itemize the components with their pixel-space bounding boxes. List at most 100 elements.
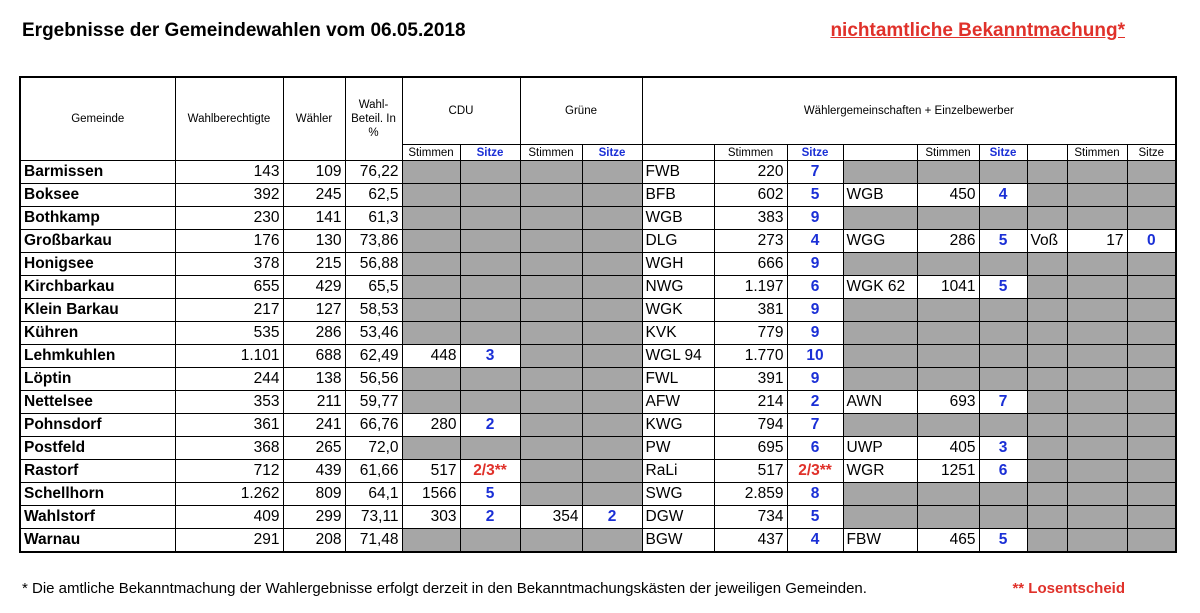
wg3-name-cell xyxy=(1026,482,1068,506)
wg3-stimmen-cell xyxy=(1066,505,1128,529)
table-row: Warnau 291 208 71,48 BGW 437 4 FBW 465 5 xyxy=(19,528,1177,553)
beteiligung-cell: 65,5 xyxy=(344,275,403,299)
wg1-stimmen-cell: 602 xyxy=(713,183,788,207)
wg3-sitze-cell: 0 xyxy=(1126,229,1177,253)
table-row: Wahlstorf 409 299 73,11 303 2 354 2 DGW 734 5 xyxy=(19,505,1177,529)
cdu-sitze-cell: 5 xyxy=(459,482,521,506)
gruene-stimmen-cell xyxy=(519,367,583,391)
gruene-stimmen-cell xyxy=(519,344,583,368)
wg1-sitze-cell: 2/3** xyxy=(786,459,844,483)
wg2-sitze-cell xyxy=(978,160,1028,184)
waehler-cell: 130 xyxy=(282,229,346,253)
wg1-sitze-cell: 4 xyxy=(786,229,844,253)
wg2-stimmen-cell xyxy=(916,367,980,391)
wg2-name-cell xyxy=(842,160,918,184)
wahlberechtigte-cell: 1.262 xyxy=(174,482,284,506)
wahlberechtigte-cell: 361 xyxy=(174,413,284,437)
wg3-sitze-cell xyxy=(1126,459,1177,483)
table-row: Postfeld 368 265 72,0 PW 695 6 UWP 405 3 xyxy=(19,436,1177,460)
waehler-cell: 439 xyxy=(282,459,346,483)
table-row: Honigsee 378 215 56,88 WGH 666 9 xyxy=(19,252,1177,276)
wg3-name-cell xyxy=(1026,344,1068,368)
wg3-name-cell xyxy=(1026,252,1068,276)
header-gruene: Grüne xyxy=(519,76,643,145)
wg2-sitze-cell xyxy=(978,413,1028,437)
wg3-stimmen-cell xyxy=(1066,528,1128,553)
wg2-sitze-cell xyxy=(978,298,1028,322)
beteiligung-cell: 71,48 xyxy=(344,528,403,553)
gruene-stimmen-cell xyxy=(519,390,583,414)
gemeinde-cell: Honigsee xyxy=(19,252,176,276)
gruene-sitze-cell xyxy=(581,160,643,184)
wg1-stimmen-cell: 381 xyxy=(713,298,788,322)
wg2-name-cell xyxy=(842,298,918,322)
wg3-sitze-cell xyxy=(1126,436,1177,460)
wg3-name-cell xyxy=(1026,459,1068,483)
wg2-name-cell: WGR xyxy=(842,459,918,483)
wg2-sitze-cell: 3 xyxy=(978,436,1028,460)
wg2-stimmen-cell: 465 xyxy=(916,528,980,553)
gemeinde-cell: Klein Barkau xyxy=(19,298,176,322)
cdu-sitze-cell xyxy=(459,183,521,207)
subheader-stimmen: Stimmen xyxy=(519,144,583,161)
wahlberechtigte-cell: 712 xyxy=(174,459,284,483)
table-row: Löptin 244 138 56,56 FWL 391 9 xyxy=(19,367,1177,391)
wg1-name-cell: WGL 94 xyxy=(641,344,715,368)
gruene-stimmen-cell xyxy=(519,252,583,276)
cdu-stimmen-cell: 517 xyxy=(401,459,461,483)
wg2-sitze-cell: 5 xyxy=(978,275,1028,299)
wahlberechtigte-cell: 291 xyxy=(174,528,284,553)
table-row: Kühren 535 286 53,46 KVK 779 9 xyxy=(19,321,1177,345)
wg3-sitze-cell xyxy=(1126,206,1177,230)
cdu-stimmen-cell: 1566 xyxy=(401,482,461,506)
wg3-stimmen-cell xyxy=(1066,482,1128,506)
gruene-stimmen-cell xyxy=(519,160,583,184)
wg1-sitze-cell: 9 xyxy=(786,298,844,322)
wahlberechtigte-cell: 409 xyxy=(174,505,284,529)
wg2-stimmen-cell: 450 xyxy=(916,183,980,207)
cdu-stimmen-cell xyxy=(401,321,461,345)
wg3-stimmen-cell xyxy=(1066,183,1128,207)
wg3-stimmen-cell xyxy=(1066,436,1128,460)
wg2-name-cell: WGB xyxy=(842,183,918,207)
wg1-stimmen-cell: 214 xyxy=(713,390,788,414)
wg1-name-cell: BFB xyxy=(641,183,715,207)
header-wahlberechtigte: Wahlberechtigte xyxy=(174,76,284,161)
table-row: Boksee 392 245 62,5 BFB 602 5 WGB 450 4 xyxy=(19,183,1177,207)
gruene-sitze-cell xyxy=(581,344,643,368)
wg3-stimmen-cell xyxy=(1066,160,1128,184)
header-beteiligung: Wahl-Beteil. In % xyxy=(344,76,403,161)
wg1-stimmen-cell: 2.859 xyxy=(713,482,788,506)
wg1-name-cell: FWB xyxy=(641,160,715,184)
waehler-cell: 138 xyxy=(282,367,346,391)
table-row: Bothkamp 230 141 61,3 WGB 383 9 xyxy=(19,206,1177,230)
wg1-stimmen-cell: 779 xyxy=(713,321,788,345)
wg3-stimmen-cell xyxy=(1066,206,1128,230)
gruene-stimmen-cell xyxy=(519,298,583,322)
wg2-name-cell: WGK 62 xyxy=(842,275,918,299)
wg2-name-cell xyxy=(842,505,918,529)
cdu-sitze-cell xyxy=(459,528,521,553)
gruene-sitze-cell xyxy=(581,298,643,322)
unofficial-notice: nichtamtliche Bekanntmachung* xyxy=(830,20,1125,41)
waehler-cell: 215 xyxy=(282,252,346,276)
wg1-stimmen-cell: 1.770 xyxy=(713,344,788,368)
wg3-name-cell xyxy=(1026,321,1068,345)
gruene-sitze-cell xyxy=(581,321,643,345)
wg3-stimmen-cell xyxy=(1066,390,1128,414)
gemeinde-cell: Boksee xyxy=(19,183,176,207)
beteiligung-cell: 58,53 xyxy=(344,298,403,322)
footnote: * Die amtliche Bekanntmachung der Wahler… xyxy=(22,580,867,597)
wahlberechtigte-cell: 378 xyxy=(174,252,284,276)
wg1-sitze-cell: 6 xyxy=(786,275,844,299)
gemeinde-cell: Großbarkau xyxy=(19,229,176,253)
header-cdu: CDU xyxy=(401,76,521,145)
wg1-name-cell: AFW xyxy=(641,390,715,414)
wg1-stimmen-cell: 695 xyxy=(713,436,788,460)
gruene-stimmen-cell xyxy=(519,413,583,437)
wg2-name-cell xyxy=(842,344,918,368)
gruene-sitze-cell xyxy=(581,206,643,230)
wg3-name-cell xyxy=(1026,275,1068,299)
cdu-stimmen-cell xyxy=(401,183,461,207)
wg3-sitze-cell xyxy=(1126,275,1177,299)
